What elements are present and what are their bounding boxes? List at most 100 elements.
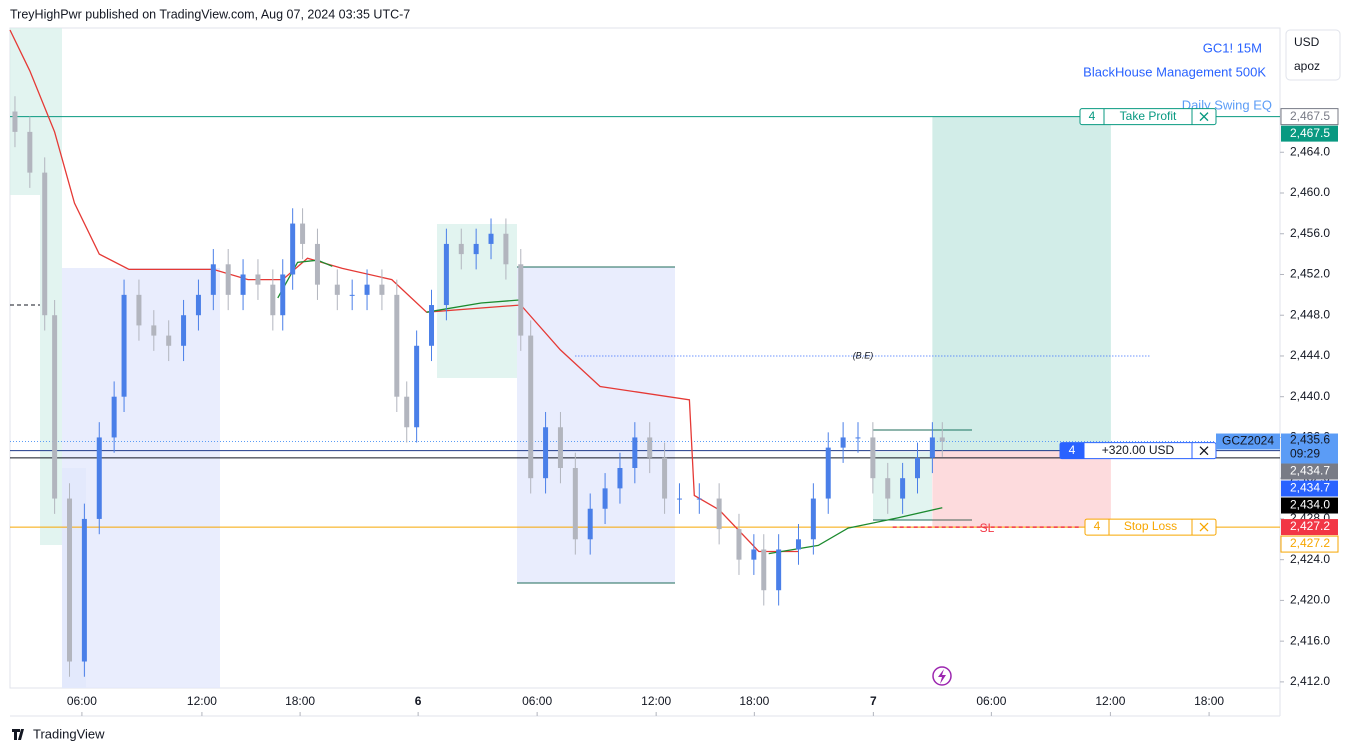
price-tag-label: 2,467.5 (1290, 126, 1330, 140)
countdown: 09:29 (1290, 447, 1320, 461)
order-close[interactable] (1199, 522, 1209, 532)
candle-body (349, 294, 355, 296)
candle-body (314, 243, 320, 285)
y-tick-label: 2,448.0 (1290, 307, 1330, 321)
candle-body (334, 284, 340, 295)
price-tag (1280, 108, 1339, 126)
account[interactable]: apoz (1294, 59, 1320, 73)
y-tick-label: 2,424.0 (1290, 552, 1330, 566)
candle-body (255, 274, 261, 285)
x-tick-label: 12:00 (187, 694, 217, 708)
y-tick-label: 2,452.0 (1290, 267, 1330, 281)
order-label[interactable] (1079, 108, 1217, 126)
order-text: +320.00 USD (1102, 443, 1175, 457)
candle-body (557, 427, 563, 468)
candle-body (676, 498, 682, 500)
candle-body (121, 294, 127, 397)
candle-body (443, 243, 449, 306)
order-close[interactable] (1199, 112, 1209, 122)
order-qty: 4 (1094, 519, 1101, 533)
order-label[interactable] (1084, 518, 1217, 536)
candle-body (166, 335, 172, 346)
price-tag (1281, 480, 1338, 497)
price-tag-label: 2,434.7 (1290, 464, 1330, 478)
candle-body (855, 437, 861, 439)
candle-body (300, 223, 306, 244)
candle-body (364, 284, 370, 295)
candle-body (81, 518, 87, 662)
stop-zone (932, 450, 1111, 528)
candle-body (662, 457, 668, 499)
order-qty: 4 (1089, 109, 1096, 123)
candle-body (602, 488, 608, 509)
price-tag (1281, 497, 1338, 514)
candle-body (716, 498, 722, 530)
footer-brand: TradingView (33, 726, 105, 741)
candle-body (488, 233, 494, 244)
event-icon (938, 669, 946, 684)
candle-body (736, 529, 742, 560)
stop-marker-label: SL (980, 521, 995, 535)
candle-body (870, 437, 876, 479)
candle-body (543, 427, 549, 479)
price-tag (1281, 519, 1338, 536)
scale-box[interactable] (1285, 29, 1341, 81)
candle-body (96, 437, 102, 519)
y-tick-label: 2,440.0 (1290, 389, 1330, 403)
candle-body (379, 284, 385, 295)
candle-body (632, 437, 638, 468)
candle-body (825, 447, 831, 499)
y-tick-label: 2,412.0 (1290, 674, 1330, 688)
currency[interactable]: USD (1294, 35, 1320, 49)
target-zone (932, 116, 1111, 451)
price-tag (1281, 463, 1338, 480)
candle-body (761, 549, 767, 591)
candle-body (900, 478, 906, 499)
candle-body (617, 468, 623, 489)
x-tick-label: 12:00 (641, 694, 671, 708)
indicator-line (277, 259, 943, 555)
candle-body (42, 172, 48, 316)
candle-body (885, 478, 891, 499)
x-tick-label: 06:00 (976, 694, 1006, 708)
order-qty: 4 (1069, 443, 1076, 457)
candle-body (810, 498, 816, 540)
symbol-name: GCZ2024 (1222, 434, 1274, 448)
order-text: Stop Loss (1124, 519, 1177, 533)
candle-body (840, 437, 846, 448)
chart-title: GC1! 15M (1203, 40, 1262, 55)
candle-body (195, 294, 201, 316)
breakeven-label: (B.E) (853, 350, 874, 360)
order-close[interactable] (1199, 446, 1209, 456)
candle-body (795, 539, 801, 550)
x-tick-label: 18:00 (739, 694, 769, 708)
candle-body (12, 111, 18, 132)
y-tick-label: 2,460.0 (1290, 185, 1330, 199)
candle-body (136, 294, 142, 326)
candle-body (587, 508, 593, 540)
x-tick-label: 12:00 (1095, 694, 1125, 708)
event-icon[interactable] (932, 666, 952, 686)
candle-body (27, 131, 33, 173)
symbol-tag (1216, 433, 1280, 450)
price-tag-label: 2,427.2 (1290, 519, 1330, 533)
candle-body (210, 264, 216, 295)
header: TreyHighPwr published on TradingView.com… (10, 7, 410, 21)
candle-body (929, 437, 935, 458)
candle-body (429, 305, 435, 346)
y-tick-label: 2,416.0 (1290, 633, 1330, 647)
candle-body (151, 325, 157, 336)
price-tag-label: 2,427.2 (1290, 536, 1330, 550)
session-box (62, 268, 220, 688)
x-tick-label: 7 (870, 694, 877, 708)
y-tick-label: 2,444.0 (1290, 348, 1330, 362)
candle-body (776, 549, 782, 591)
x-tick-label: 6 (415, 694, 422, 708)
candle-body (280, 274, 286, 316)
indicator-line (9, 29, 799, 553)
candle-body (518, 264, 524, 336)
candle-body (696, 498, 702, 500)
price-tag (1281, 125, 1338, 142)
y-tick-label: 2,420.0 (1290, 593, 1330, 607)
last-price: 2,435.6 (1290, 433, 1330, 447)
